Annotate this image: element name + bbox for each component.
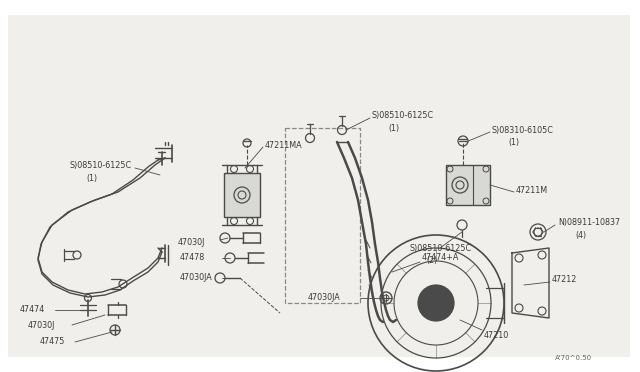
Circle shape — [418, 285, 454, 321]
Text: 47210: 47210 — [484, 330, 509, 340]
Text: A'70^0.50: A'70^0.50 — [555, 355, 592, 361]
Text: N)08911-10837: N)08911-10837 — [558, 218, 620, 227]
Text: 47474: 47474 — [20, 305, 45, 314]
Text: 47478: 47478 — [180, 253, 205, 263]
Text: (1): (1) — [86, 173, 97, 183]
Text: 47030J: 47030J — [28, 321, 56, 330]
Text: 47211MA: 47211MA — [265, 141, 303, 150]
Text: 47030JA: 47030JA — [180, 273, 212, 282]
Text: 47211M: 47211M — [516, 186, 548, 195]
Text: (4): (4) — [575, 231, 586, 240]
Text: S)08310-6105C: S)08310-6105C — [492, 125, 554, 135]
FancyBboxPatch shape — [446, 165, 490, 205]
Text: 47212: 47212 — [552, 276, 577, 285]
Text: 47474+A: 47474+A — [422, 253, 460, 263]
Text: 47030J: 47030J — [178, 237, 205, 247]
Text: 47030JA: 47030JA — [308, 294, 340, 302]
Text: S)08510-6125C: S)08510-6125C — [410, 244, 472, 253]
FancyBboxPatch shape — [224, 173, 260, 217]
Text: S)08510-6125C: S)08510-6125C — [372, 110, 434, 119]
Text: (1): (1) — [388, 124, 399, 132]
Text: (1): (1) — [508, 138, 519, 147]
Text: S)08510-6125C: S)08510-6125C — [70, 160, 132, 170]
FancyBboxPatch shape — [8, 15, 630, 357]
Text: 47475: 47475 — [40, 337, 65, 346]
Text: (2): (2) — [426, 256, 437, 264]
